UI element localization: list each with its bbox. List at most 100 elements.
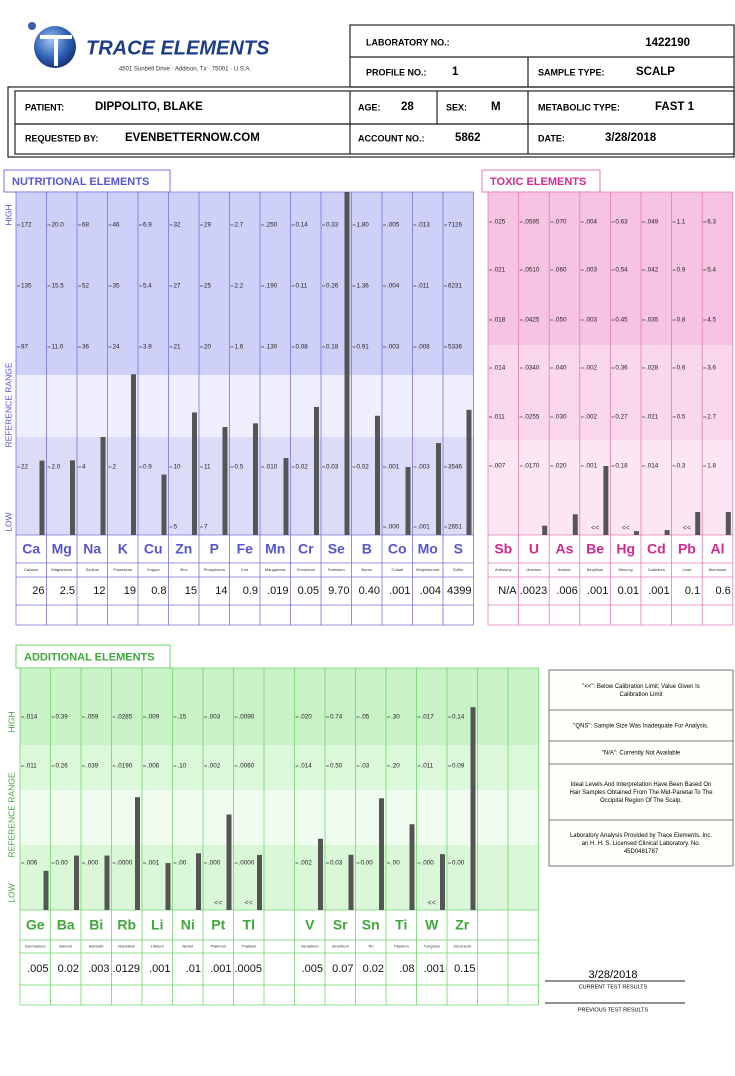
result-bar [253, 423, 258, 535]
element-name: Cadmium [648, 567, 666, 572]
tick-label: 0.00 [361, 860, 374, 867]
tick-label: 3546 [448, 464, 463, 471]
element-name: Manganese [265, 567, 287, 572]
element-symbol: Ti [395, 917, 407, 933]
tick-label: .003 [585, 317, 598, 324]
element-name: Sodium [85, 567, 99, 572]
element-name: Platinum [210, 944, 226, 949]
result-bar [39, 460, 45, 535]
tick-label: 20 [204, 344, 212, 351]
element-result: .006 [556, 585, 577, 597]
result-bar [542, 525, 548, 535]
element-result: .0023 [520, 585, 548, 597]
tick-label: .0000 [239, 860, 255, 867]
element-result: .004 [420, 585, 441, 597]
element-result: .001 [424, 963, 445, 975]
element-result: 0.1 [685, 585, 700, 597]
tick-label: 32 [174, 222, 182, 229]
tick-label: 36 [82, 344, 90, 351]
tick-label: .028 [646, 365, 659, 372]
tick-label: 0.09 [452, 763, 465, 770]
tick-label: 24 [113, 344, 121, 351]
tick-label: .0425 [524, 317, 540, 324]
element-name: Beryllium [587, 567, 604, 572]
element-symbol: Zr [455, 917, 470, 933]
tick-label: 4.5 [707, 317, 716, 324]
element-result: 0.05 [298, 585, 319, 597]
result-bar [318, 838, 323, 910]
element-symbol: Hg [616, 541, 635, 557]
tick-label: .004 [387, 283, 400, 290]
element-result: 0.02 [363, 963, 384, 975]
result-bar [74, 855, 79, 910]
element-symbol: Mg [52, 541, 72, 557]
tick-label: 0.36 [615, 365, 628, 372]
result-bar [226, 814, 232, 910]
tick-label: .001 [387, 464, 400, 471]
element-result: .0129 [112, 963, 140, 975]
result-bar [70, 460, 75, 535]
element-result: .001 [587, 585, 608, 597]
result-bar [440, 854, 445, 910]
result-bar [436, 443, 441, 535]
element-symbol: Ba [57, 917, 75, 933]
tick-label: .003 [418, 464, 431, 471]
tick-label: 68 [82, 222, 90, 229]
field-value: 1 [452, 66, 459, 78]
tick-label: 0.02 [357, 464, 370, 471]
tick-label: 3.9 [143, 344, 152, 351]
field-value: 1422190 [645, 37, 690, 49]
field-label: SEX: [446, 102, 467, 112]
tick-label: 0.39 [56, 714, 69, 721]
calibration-flag: << [622, 525, 630, 532]
tick-label: 2 [113, 464, 117, 471]
element-result: .001 [149, 963, 170, 975]
field-label: AGE: [358, 102, 381, 112]
element-result: .005 [302, 963, 323, 975]
tick-label: 0.03 [326, 464, 339, 471]
tick-label: .000 [387, 524, 400, 531]
tick-label: 0.50 [330, 763, 343, 770]
element-symbol: P [210, 541, 219, 557]
tick-label: .006 [147, 763, 160, 770]
calibration-flag: << [245, 900, 253, 907]
element-symbol: Li [151, 917, 163, 933]
tick-label: 6.9 [143, 222, 152, 229]
tick-label: 46 [113, 222, 121, 229]
tick-label: .014 [646, 463, 659, 470]
element-name: Rubidium [118, 944, 136, 949]
element-symbol: Cd [647, 541, 666, 557]
tick-label: .03 [361, 763, 370, 770]
tick-label: .007 [493, 463, 506, 470]
element-result: 0.02 [58, 963, 79, 975]
address: 4501 Sunbelt Drive · Addison, Tx · 75001… [119, 67, 252, 73]
calibration-flag: << [428, 900, 436, 907]
range-band [20, 668, 539, 745]
tick-label: 0.9 [677, 267, 686, 274]
element-result: .001 [210, 963, 231, 975]
element-symbol: Fe [237, 541, 254, 557]
tick-label: 172 [21, 222, 32, 229]
element-result: 15 [185, 585, 197, 597]
result-bar [466, 409, 472, 535]
element-symbol: U [529, 541, 539, 557]
tick-label: .011 [422, 763, 434, 770]
tick-label: 6231 [448, 283, 463, 290]
field-value: FAST 1 [655, 101, 695, 113]
result-bar [725, 512, 731, 535]
element-symbol: V [305, 917, 315, 933]
tick-label: .060 [554, 267, 567, 274]
tick-label: 7126 [448, 222, 463, 229]
tick-label: 2651 [448, 524, 463, 531]
tick-label: 0.33 [326, 222, 339, 229]
result-bar [409, 824, 415, 910]
header-grid [7, 24, 735, 158]
element-name: Antimony [495, 567, 512, 572]
tick-label: 0.18 [326, 344, 339, 351]
tick-label: 11 [204, 464, 211, 471]
tick-label: .030 [554, 414, 567, 421]
field-label: REQUESTED BY: [25, 133, 98, 143]
tick-label: 0.5 [677, 414, 686, 421]
element-result: .01 [186, 963, 201, 975]
element-result: .005 [27, 963, 48, 975]
